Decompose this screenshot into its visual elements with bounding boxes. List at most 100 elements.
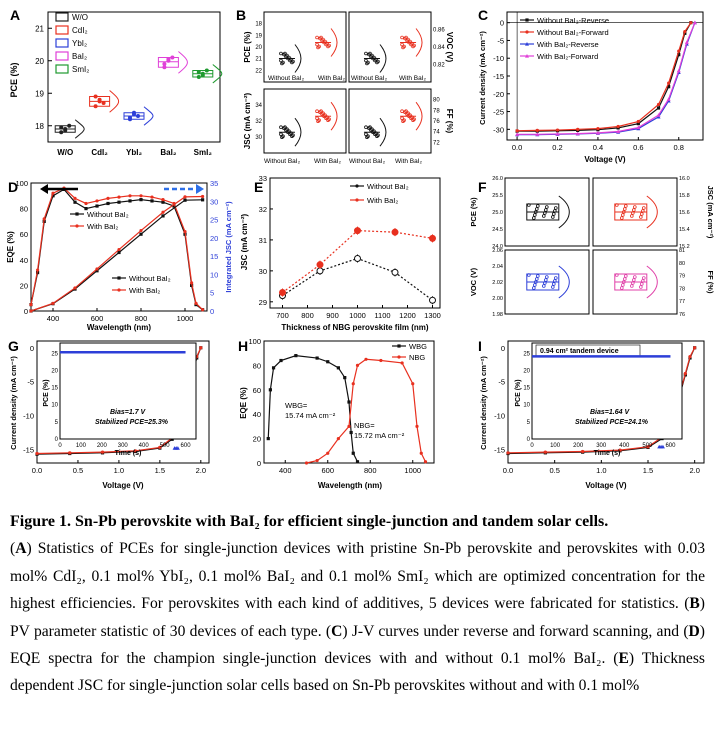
ytick-label-g: 0 (30, 344, 34, 353)
distribution-b (294, 117, 302, 147)
xtick-label-i: 0.0 (503, 466, 513, 475)
ytick-label-c: -10 (493, 54, 504, 63)
ylabel-a: PCE (%) (9, 62, 19, 97)
eqe-point-d (139, 228, 143, 233)
ytick-label-h: 40 (253, 410, 261, 419)
inset-ytick-label-i: 20 (523, 368, 530, 374)
jsc-line-e (282, 257, 433, 301)
jv-point-c (676, 68, 681, 73)
legend-d-top-label: With BaI₂ (87, 222, 118, 231)
point-f (632, 205, 637, 209)
eqe-point-d (29, 309, 33, 313)
jv-point-c (595, 130, 600, 135)
panel-c: C Current density (mA cm⁻²) Voltage (V) … (478, 7, 704, 164)
jv-point-c (677, 53, 681, 57)
xtick-label-g: 1.5 (155, 466, 165, 475)
eqe-point-d (150, 195, 154, 199)
jv-point-c (555, 131, 560, 136)
point-f (553, 276, 558, 280)
caption-text: ) EQE spectra for the champion single-ju… (10, 622, 705, 668)
inset-ytick-label-i: 25 (523, 351, 530, 357)
distribution-f (558, 265, 570, 299)
inset-frame-g (59, 342, 197, 440)
ytick-label-f: 24.0 (492, 244, 503, 250)
panel-letter-c: C (478, 7, 488, 23)
point-f (640, 279, 645, 283)
eqe-point-d (161, 200, 165, 204)
xtick-label-i: 1.0 (596, 466, 606, 475)
point-a (162, 62, 167, 66)
point-f (623, 274, 628, 278)
y2tick-label-d: 5 (210, 289, 214, 298)
jv-point-c (683, 29, 687, 34)
point-a (166, 57, 171, 62)
ytick-label-b: 0.86 (433, 28, 445, 34)
eqe-point-d (51, 191, 55, 195)
legend-e-label: With BaI₂ (367, 196, 398, 205)
ticks-g: 0.0 0.5 1.0 1.5 2.0 0 -5 -10 -15 (23, 344, 206, 475)
jsc-point-e (429, 234, 436, 242)
point-f (552, 279, 557, 283)
point-f (621, 210, 626, 214)
point-a (93, 94, 98, 99)
inset-xtick-label-g: 400 (139, 443, 150, 449)
ytick-label-g: -15 (23, 445, 34, 454)
legend-d: Without BaI₂ With BaI₂ Without BaI₂ With Ba… (70, 210, 171, 295)
point-b (321, 111, 325, 115)
ytick-label-f: 2.00 (492, 296, 503, 302)
ylabel-f-voc: VOC (V) (469, 267, 478, 296)
ytick-label-f: 1.98 (492, 312, 503, 318)
caption-panel-ref: D (688, 622, 700, 640)
distribution-b (415, 28, 423, 57)
eqe-point-d (190, 281, 194, 285)
point-b (317, 44, 321, 49)
point-b (402, 44, 406, 49)
ytick-label-c: -20 (493, 90, 504, 99)
ytick-label-i: -10 (494, 412, 505, 421)
inset-xtick-label-i: 200 (573, 443, 584, 449)
eqe-point-d (201, 198, 205, 202)
legend-a-label: SmI₂ (72, 65, 89, 74)
inset-note-i-1: Bias=1.64 V (590, 409, 630, 416)
jsc-point-e (391, 268, 399, 276)
point-f (630, 211, 635, 215)
point-a (196, 75, 201, 79)
arrow-left-head-d (40, 184, 48, 194)
ytick-label-f: 15.8 (679, 193, 690, 199)
jv-point-c (515, 129, 519, 133)
point-b (370, 53, 374, 58)
point-b (364, 58, 368, 63)
caption-text: ) Thickness dependent JSC for single-jun… (10, 650, 705, 695)
eqe-point-d (201, 194, 205, 199)
point-b (291, 133, 295, 138)
plot-frame-e (269, 177, 441, 309)
point-b (281, 134, 285, 139)
ytick-label-b: 19 (255, 33, 262, 39)
eqe-point-d (139, 194, 143, 198)
ytick-label-f: 2.02 (492, 280, 503, 286)
point-f (533, 210, 538, 214)
eqe-point-h (351, 382, 355, 386)
xtick-label-h: 400 (279, 466, 292, 475)
ytick-label-h: 80 (253, 361, 261, 370)
ytick-label-e: 30 (259, 267, 267, 276)
jsc-point-e (391, 228, 399, 236)
point-a (93, 104, 98, 109)
ticks-i: 0.0 0.5 1.0 1.5 2.0 0 -5 -10 -15 (494, 344, 700, 475)
marks-c (515, 20, 697, 137)
xtick-label-d: 1000 (177, 314, 194, 323)
marks-h (266, 354, 428, 465)
point-f (531, 286, 536, 290)
inset-xtick-label-i: 100 (550, 443, 561, 449)
point-f (526, 203, 531, 207)
eqe-point-h (351, 451, 355, 455)
jv-point-c (576, 127, 580, 131)
legend-c: Without BaI₂-Reverse Without BaI₂-Forward… (520, 16, 609, 61)
eqe-point-h (315, 458, 319, 463)
jv-point-g (175, 446, 180, 450)
ytick-label-e: 31 (259, 236, 267, 245)
eqe-point-d (51, 194, 55, 198)
eqe-point-h (336, 366, 340, 370)
point-b (402, 118, 406, 122)
inset-note-g-1: Bias=1.7 V (110, 409, 147, 416)
